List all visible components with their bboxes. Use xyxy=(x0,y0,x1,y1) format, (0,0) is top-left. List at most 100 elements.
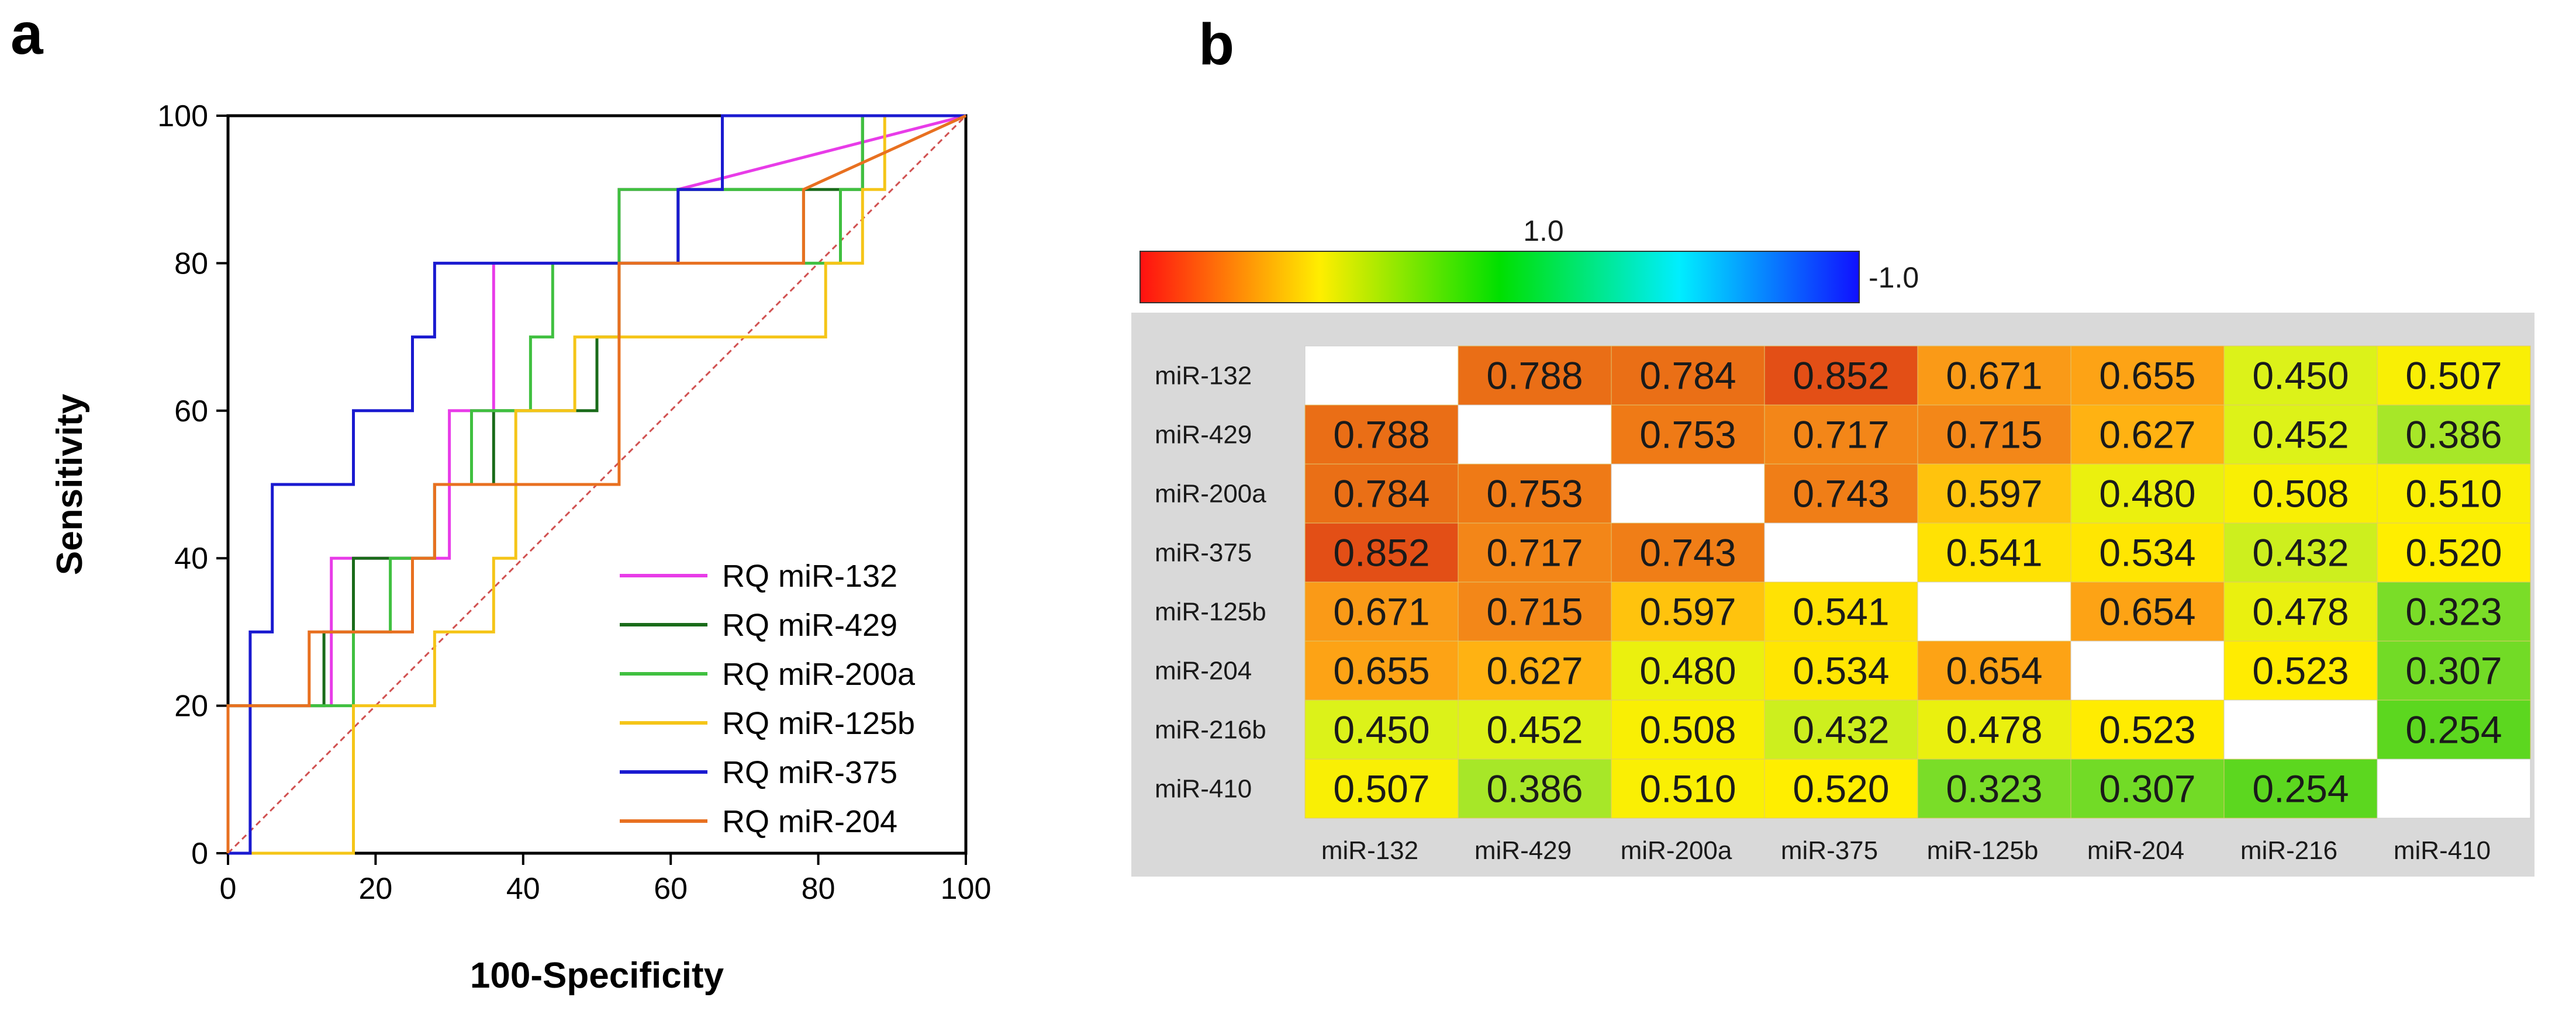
heatmap-cell-value: 0.507 xyxy=(2405,354,2502,397)
heatmap-cell xyxy=(2223,522,2378,583)
heatmap-cell-value: 0.323 xyxy=(2405,590,2502,633)
heatmap-cell xyxy=(2377,463,2531,524)
heatmap-cell xyxy=(1764,404,1918,465)
heatmap-cell-diagonal xyxy=(1764,522,1918,583)
heatmap-cell xyxy=(2070,581,2225,642)
heatmap-row-label: miR-216b xyxy=(1155,716,1266,745)
heatmap-cell-value: 0.307 xyxy=(2099,767,2195,811)
heatmap-cell xyxy=(2377,581,2531,642)
heatmap-cell-value: 0.784 xyxy=(1639,354,1736,397)
heatmap-cell xyxy=(1304,581,1459,642)
heatmap-cell-diagonal xyxy=(2070,640,2225,701)
x-tick-label: 60 xyxy=(654,872,688,906)
heatmap-cell-value: 0.508 xyxy=(1639,708,1736,752)
heatmap-cell xyxy=(1611,640,1765,701)
heatmap-cell xyxy=(2223,463,2378,524)
heatmap-cell xyxy=(2377,522,2531,583)
heatmap-cell xyxy=(1458,700,1612,760)
heatmap-cell-value: 0.510 xyxy=(1639,767,1736,811)
heatmap-cell-value: 0.323 xyxy=(1946,767,2042,811)
heatmap-cell-value: 0.534 xyxy=(2099,531,2195,574)
heatmap-cell-value: 0.510 xyxy=(2405,472,2502,515)
heatmap-cell-value: 0.788 xyxy=(1486,354,1583,397)
heatmap-cell-value: 0.507 xyxy=(1333,767,1429,811)
heatmap-cell-value: 0.715 xyxy=(1946,413,2042,456)
heatmap-cell-value: 0.671 xyxy=(1946,354,2042,397)
heatmap-cell-value: 0.788 xyxy=(1333,413,1429,456)
heatmap-cell-value: 0.452 xyxy=(1486,708,1583,752)
heatmap-row-label: miR-125b xyxy=(1155,598,1266,626)
colorbar xyxy=(1139,251,1860,303)
heatmap-cell-value: 0.523 xyxy=(2252,649,2349,693)
heatmap-cell-value: 0.432 xyxy=(1793,708,1889,752)
heatmap-cell-value: 0.753 xyxy=(1486,472,1583,515)
heatmap-cell xyxy=(1917,759,2071,819)
heatmap-cell xyxy=(1764,700,1918,760)
heatmap-cell-value: 0.753 xyxy=(1639,413,1736,456)
heatmap-cell-diagonal xyxy=(1304,345,1459,406)
correlation-heatmap: 1.0 -1.0 0.788 0.784 0.852 0.671 0.655 0.450 0.5… xyxy=(1131,214,2534,877)
heatmap-cell xyxy=(1917,404,2071,465)
heatmap-cell-value: 0.386 xyxy=(2405,413,2502,456)
heatmap-cell-value: 0.523 xyxy=(2099,708,2195,752)
heatmap-cell-value: 0.450 xyxy=(1333,708,1429,752)
x-axis-title: 100-Specificity xyxy=(470,955,724,996)
x-tick-label: 40 xyxy=(506,872,540,906)
heatmap-cell-value: 0.534 xyxy=(1793,649,1889,693)
heatmap-cell-value: 0.655 xyxy=(1333,649,1429,693)
y-tick-label: 0 xyxy=(191,837,208,871)
heatmap-col-label: miR-429 xyxy=(1475,836,1572,865)
heatmap-cell xyxy=(2070,759,2225,819)
heatmap-cell-value: 0.743 xyxy=(1639,531,1736,574)
heatmap-cell xyxy=(1917,345,2071,406)
heatmap-cell xyxy=(2377,640,2531,701)
heatmap-cell-value: 0.450 xyxy=(2252,354,2349,397)
legend-entry: RQ miR-132 xyxy=(722,559,897,594)
heatmap-cell-value: 0.386 xyxy=(1486,767,1583,811)
heatmap-cell-value: 0.480 xyxy=(2099,472,2195,515)
heatmap-cell-value: 0.432 xyxy=(2252,531,2349,574)
heatmap-cell-value: 0.717 xyxy=(1793,413,1889,456)
heatmap-cell-value: 0.541 xyxy=(1946,531,2042,574)
heatmap-col-label: miR-132 xyxy=(1321,836,1418,865)
heatmap-cell xyxy=(2070,345,2225,406)
heatmap-cell xyxy=(2377,404,2531,465)
heatmap-cell-value: 0.784 xyxy=(1333,472,1429,515)
legend-entry: RQ miR-429 xyxy=(722,608,897,643)
heatmap-cell xyxy=(2377,700,2531,760)
heatmap-cell xyxy=(2377,345,2531,406)
heatmap-cell xyxy=(1304,759,1459,819)
heatmap-col-label: miR-200a xyxy=(1621,836,1732,865)
heatmap-cell xyxy=(1917,522,2071,583)
heatmap-cell-value: 0.715 xyxy=(1486,590,1583,633)
heatmap-cell xyxy=(1764,581,1918,642)
legend-entry: RQ miR-200a xyxy=(722,657,916,692)
heatmap-cell xyxy=(1611,581,1765,642)
heatmap-cell xyxy=(2070,404,2225,465)
heatmap-cell-value: 0.654 xyxy=(2099,590,2195,633)
roc-series-line xyxy=(228,114,966,855)
heatmap-cell-value: 0.743 xyxy=(1793,472,1889,515)
heatmap-cell-value: 0.654 xyxy=(1946,649,2042,693)
heatmap-cell-value: 0.452 xyxy=(2252,413,2349,456)
heatmap-col-label: miR-125b xyxy=(1927,836,2039,865)
heatmap-cell xyxy=(2070,700,2225,760)
heatmap-col-label: miR-216 xyxy=(2240,836,2337,865)
heatmap-cell-diagonal xyxy=(2223,700,2378,760)
heatmap-cell xyxy=(2223,759,2378,819)
x-tick-label: 20 xyxy=(358,872,392,906)
heatmap-cell xyxy=(1304,404,1459,465)
heatmap-col-label: miR-410 xyxy=(2394,836,2491,865)
heatmap-cell xyxy=(1764,345,1918,406)
heatmap-cell xyxy=(1458,640,1612,701)
heatmap-cell xyxy=(1458,522,1612,583)
roc-chart: 0 20 40 60 80 100 0 20 40 60 80 100 100-Specificity S… xyxy=(50,99,991,996)
heatmap-cell xyxy=(2223,581,2378,642)
x-tick-label: 100 xyxy=(941,872,992,906)
heatmap-cell-value: 0.852 xyxy=(1333,531,1429,574)
colorbar-right-label: -1.0 xyxy=(1869,261,1919,294)
heatmap-cell xyxy=(1917,463,2071,524)
heatmap-cell-value: 0.478 xyxy=(1946,708,2042,752)
x-tick-label: 0 xyxy=(220,872,237,906)
